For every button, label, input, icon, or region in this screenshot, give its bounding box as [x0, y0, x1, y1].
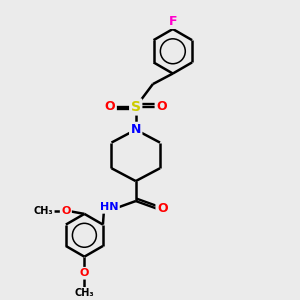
Text: O: O — [157, 202, 168, 215]
Text: O: O — [61, 206, 70, 216]
Text: O: O — [156, 100, 167, 113]
Text: HN: HN — [100, 202, 118, 212]
Text: N: N — [130, 123, 141, 136]
Text: F: F — [169, 14, 177, 28]
Text: S: S — [131, 100, 141, 114]
Text: CH₃: CH₃ — [75, 288, 94, 298]
Text: O: O — [80, 268, 89, 278]
Text: O: O — [105, 100, 116, 113]
Text: CH₃: CH₃ — [34, 206, 53, 216]
